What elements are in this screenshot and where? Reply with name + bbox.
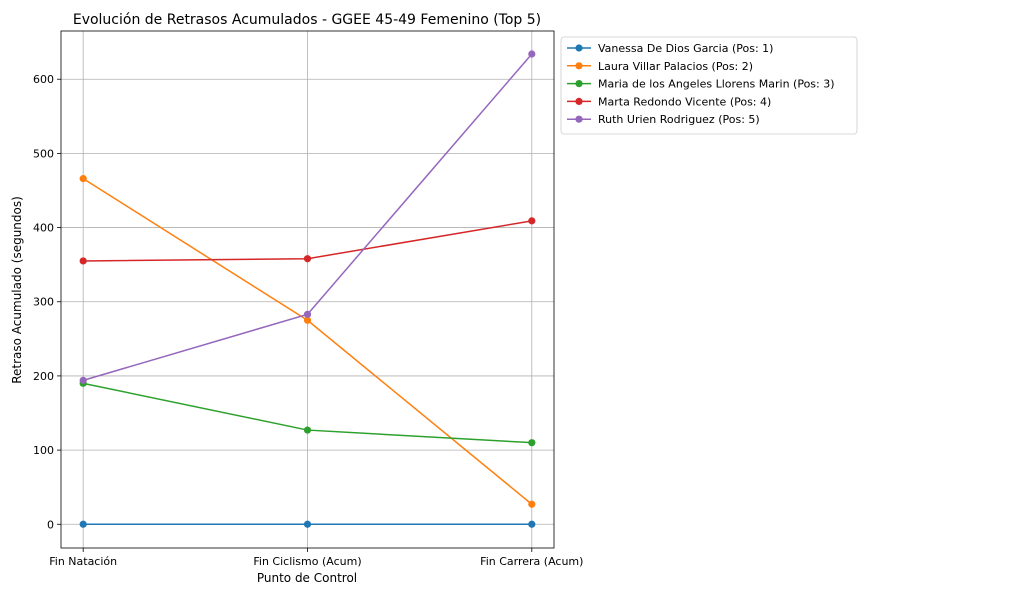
x-tick-label: Fin Ciclismo (Acum): [253, 555, 361, 568]
data-point: [303, 310, 312, 318]
data-point: [303, 520, 312, 528]
legend-swatch-marker: [575, 44, 583, 52]
legend-label: Vanessa De Dios Garcia (Pos: 1): [598, 42, 773, 55]
chart-title: Evolución de Retrasos Acumulados - GGEE …: [73, 12, 541, 28]
data-point: [79, 257, 87, 265]
y-tick-label: 100: [33, 444, 54, 457]
series-layer: [79, 50, 536, 528]
y-tick-label: 400: [33, 222, 54, 235]
legend-label: Ruth Urien Rodriguez (Pos: 5): [598, 113, 760, 126]
x-tick-label: Fin Natación: [49, 555, 117, 568]
legend-label: Marta Redondo Vicente (Pos: 4): [598, 95, 771, 108]
legend-swatch-marker: [575, 97, 583, 105]
y-axis-label: Retraso Acumulado (segundos): [10, 196, 24, 384]
x-axis-ticks: Fin Natación Fin Ciclismo (Acum) Fin Carre…: [49, 548, 583, 568]
data-point: [79, 175, 87, 183]
data-point: [303, 255, 312, 263]
legend-label: Laura Villar Palacios (Pos: 2): [598, 60, 753, 73]
legend-swatch-marker: [575, 115, 583, 123]
y-axis-ticks: 0 100 200 300 400 500 600: [33, 73, 61, 531]
series-4: [79, 217, 536, 265]
y-tick-label: 200: [33, 370, 54, 383]
legend: Vanessa De Dios Garcia (Pos: 1) Laura Vil…: [560, 36, 858, 135]
data-point: [528, 520, 536, 528]
data-point: [528, 439, 536, 447]
series-1: [79, 520, 536, 528]
legend-swatch-marker: [575, 62, 583, 70]
legend-box: [560, 36, 858, 135]
series-5: [79, 50, 536, 384]
data-point: [303, 316, 312, 324]
y-tick-label: 500: [33, 147, 54, 160]
data-point: [528, 500, 536, 508]
x-tick-label: Fin Carrera (Acum): [480, 555, 583, 568]
series-2: [79, 175, 536, 508]
y-tick-label: 300: [33, 296, 54, 309]
x-axis-label: Punto de Control: [257, 571, 357, 585]
data-point: [528, 50, 536, 58]
y-tick-label: 0: [47, 518, 54, 531]
grid: [61, 31, 554, 548]
y-tick-label: 600: [33, 73, 54, 86]
data-point: [79, 520, 87, 528]
data-point: [79, 376, 87, 384]
data-point: [528, 217, 536, 225]
data-point: [303, 426, 312, 434]
legend-label: Maria de los Angeles Llorens Marin (Pos:…: [598, 78, 835, 91]
legend-swatch-marker: [575, 80, 583, 88]
